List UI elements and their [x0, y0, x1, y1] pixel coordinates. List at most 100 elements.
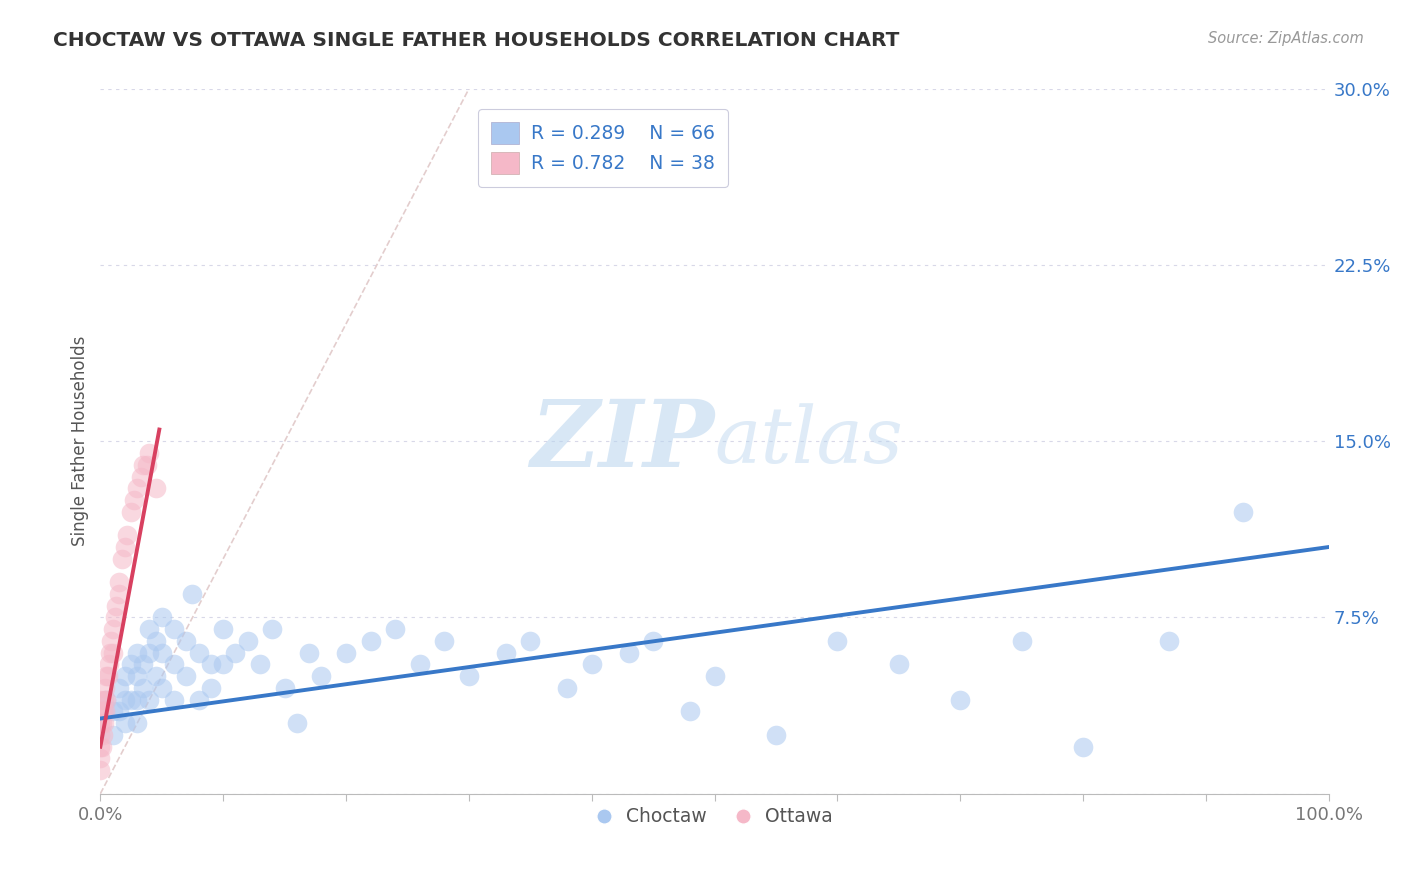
Point	[91, 705, 114, 719]
Point	[89, 739, 111, 754]
Point	[89, 763, 111, 777]
Point	[249, 657, 271, 672]
Point	[150, 681, 173, 695]
Point	[187, 692, 209, 706]
Point	[138, 446, 160, 460]
Point	[127, 692, 149, 706]
Point	[104, 610, 127, 624]
Point	[617, 646, 640, 660]
Point	[101, 646, 124, 660]
Point	[409, 657, 432, 672]
Point	[98, 646, 121, 660]
Point	[200, 657, 222, 672]
Point	[138, 646, 160, 660]
Point	[581, 657, 603, 672]
Point	[120, 657, 142, 672]
Point	[127, 646, 149, 660]
Point	[1011, 634, 1033, 648]
Point	[89, 705, 111, 719]
Point	[89, 716, 111, 731]
Point	[100, 634, 122, 648]
Point	[93, 716, 115, 731]
Point	[97, 657, 120, 672]
Point	[114, 692, 136, 706]
Point	[138, 622, 160, 636]
Point	[107, 587, 129, 601]
Text: atlas: atlas	[714, 403, 903, 480]
Point	[127, 481, 149, 495]
Point	[384, 622, 406, 636]
Point	[150, 610, 173, 624]
Point	[96, 669, 118, 683]
Point	[111, 551, 134, 566]
Point	[145, 669, 167, 683]
Point	[457, 669, 479, 683]
Point	[97, 669, 120, 683]
Point	[120, 505, 142, 519]
Point	[150, 646, 173, 660]
Point	[273, 681, 295, 695]
Y-axis label: Single Father Households: Single Father Households	[72, 336, 89, 547]
Point	[827, 634, 849, 648]
Point	[96, 692, 118, 706]
Text: Source: ZipAtlas.com: Source: ZipAtlas.com	[1208, 31, 1364, 46]
Point	[555, 681, 578, 695]
Point	[127, 716, 149, 731]
Point	[132, 657, 155, 672]
Point	[176, 634, 198, 648]
Point	[132, 681, 155, 695]
Point	[1232, 505, 1254, 519]
Point	[285, 716, 308, 731]
Point	[1157, 634, 1180, 648]
Point	[122, 493, 145, 508]
Point	[90, 716, 112, 731]
Point	[335, 646, 357, 660]
Point	[236, 634, 259, 648]
Text: ZIP: ZIP	[530, 396, 714, 486]
Point	[107, 575, 129, 590]
Point	[176, 669, 198, 683]
Point	[262, 622, 284, 636]
Point	[89, 692, 111, 706]
Point	[120, 692, 142, 706]
Point	[163, 622, 186, 636]
Point	[107, 705, 129, 719]
Point	[187, 646, 209, 660]
Point	[360, 634, 382, 648]
Point	[117, 528, 139, 542]
Point	[887, 657, 910, 672]
Point	[89, 751, 111, 765]
Point	[212, 657, 235, 672]
Point	[96, 692, 118, 706]
Point	[93, 692, 115, 706]
Point	[765, 728, 787, 742]
Point	[145, 481, 167, 495]
Point	[212, 622, 235, 636]
Point	[90, 739, 112, 754]
Point	[107, 681, 129, 695]
Point	[163, 692, 186, 706]
Point	[1071, 739, 1094, 754]
Point	[101, 728, 124, 742]
Point	[949, 692, 972, 706]
Point	[105, 599, 128, 613]
Point	[132, 458, 155, 472]
Point	[91, 728, 114, 742]
Point	[433, 634, 456, 648]
Point	[129, 469, 152, 483]
Point	[163, 657, 186, 672]
Point	[138, 692, 160, 706]
Text: CHOCTAW VS OTTAWA SINGLE FATHER HOUSEHOLDS CORRELATION CHART: CHOCTAW VS OTTAWA SINGLE FATHER HOUSEHOL…	[53, 31, 900, 50]
Point	[114, 669, 136, 683]
Point	[114, 716, 136, 731]
Point	[495, 646, 517, 660]
Point	[298, 646, 321, 660]
Point	[200, 681, 222, 695]
Point	[94, 681, 117, 695]
Point	[311, 669, 333, 683]
Point	[136, 458, 159, 472]
Point	[643, 634, 665, 648]
Point	[114, 540, 136, 554]
Point	[181, 587, 204, 601]
Point	[101, 705, 124, 719]
